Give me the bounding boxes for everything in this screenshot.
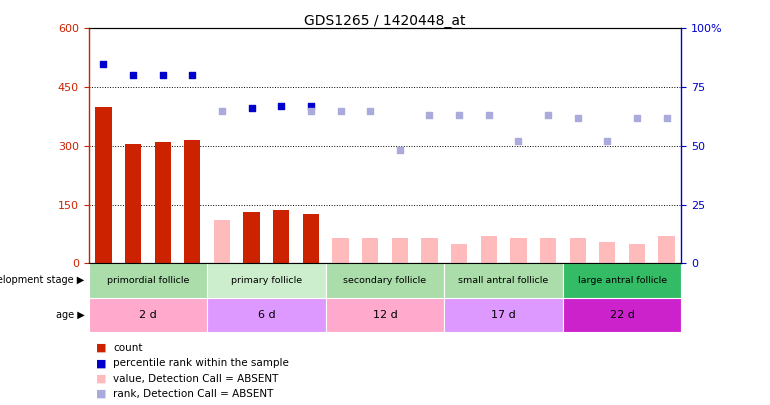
Text: 12 d: 12 d [373, 310, 397, 320]
Point [453, 112, 465, 119]
Text: primordial follicle: primordial follicle [107, 276, 189, 285]
Text: secondary follicle: secondary follicle [343, 276, 427, 285]
Point [156, 72, 169, 79]
Bar [563, 263, 681, 298]
Point [305, 102, 317, 109]
Point [393, 147, 406, 154]
Bar [243, 212, 259, 263]
Text: value, Detection Call = ABSENT: value, Detection Call = ABSENT [113, 373, 279, 384]
Bar [207, 298, 326, 332]
Text: 22 d: 22 d [610, 310, 634, 320]
Point [424, 112, 436, 119]
Point [127, 72, 139, 79]
Bar [511, 238, 527, 263]
Text: 17 d: 17 d [491, 310, 516, 320]
Text: rank, Detection Call = ABSENT: rank, Detection Call = ABSENT [113, 389, 273, 399]
Bar [658, 236, 675, 263]
Point [631, 114, 643, 121]
Text: small antral follicle: small antral follicle [458, 276, 549, 285]
Bar [570, 238, 586, 263]
Bar [480, 236, 497, 263]
Bar [599, 242, 615, 263]
Point [601, 138, 614, 144]
Text: age ▶: age ▶ [56, 310, 85, 320]
Point [305, 107, 317, 114]
Bar [629, 244, 645, 263]
Bar [451, 244, 467, 263]
Text: percentile rank within the sample: percentile rank within the sample [113, 358, 289, 368]
Text: development stage ▶: development stage ▶ [0, 275, 85, 286]
Bar [95, 107, 112, 263]
Bar [392, 238, 408, 263]
Bar [184, 140, 200, 263]
Point [186, 72, 199, 79]
Bar [563, 298, 681, 332]
Point [542, 112, 554, 119]
Text: large antral follicle: large antral follicle [578, 276, 667, 285]
Text: 2 d: 2 d [139, 310, 157, 320]
Bar [444, 298, 563, 332]
Bar [362, 238, 378, 263]
Bar [540, 238, 556, 263]
Bar [273, 211, 290, 263]
Point [512, 138, 524, 144]
Text: ■: ■ [96, 343, 107, 353]
Text: primary follicle: primary follicle [231, 276, 302, 285]
Bar [214, 220, 230, 263]
Bar [326, 263, 444, 298]
Point [275, 102, 287, 109]
Point [571, 114, 584, 121]
Bar [326, 298, 444, 332]
Bar [125, 144, 141, 263]
Text: 6 d: 6 d [258, 310, 275, 320]
Bar [444, 263, 563, 298]
Text: ■: ■ [96, 373, 107, 384]
Bar [207, 263, 326, 298]
Point [97, 60, 109, 67]
Bar [89, 263, 207, 298]
Bar [421, 238, 437, 263]
Bar [89, 298, 207, 332]
Point [483, 112, 495, 119]
Point [661, 114, 673, 121]
Bar [303, 214, 319, 263]
Point [364, 107, 377, 114]
Text: ■: ■ [96, 389, 107, 399]
Text: count: count [113, 343, 142, 353]
Text: GDS1265 / 1420448_at: GDS1265 / 1420448_at [304, 14, 466, 28]
Bar [155, 142, 171, 263]
Point [216, 107, 228, 114]
Bar [333, 238, 349, 263]
Point [246, 105, 258, 111]
Text: ■: ■ [96, 358, 107, 368]
Point [334, 107, 346, 114]
